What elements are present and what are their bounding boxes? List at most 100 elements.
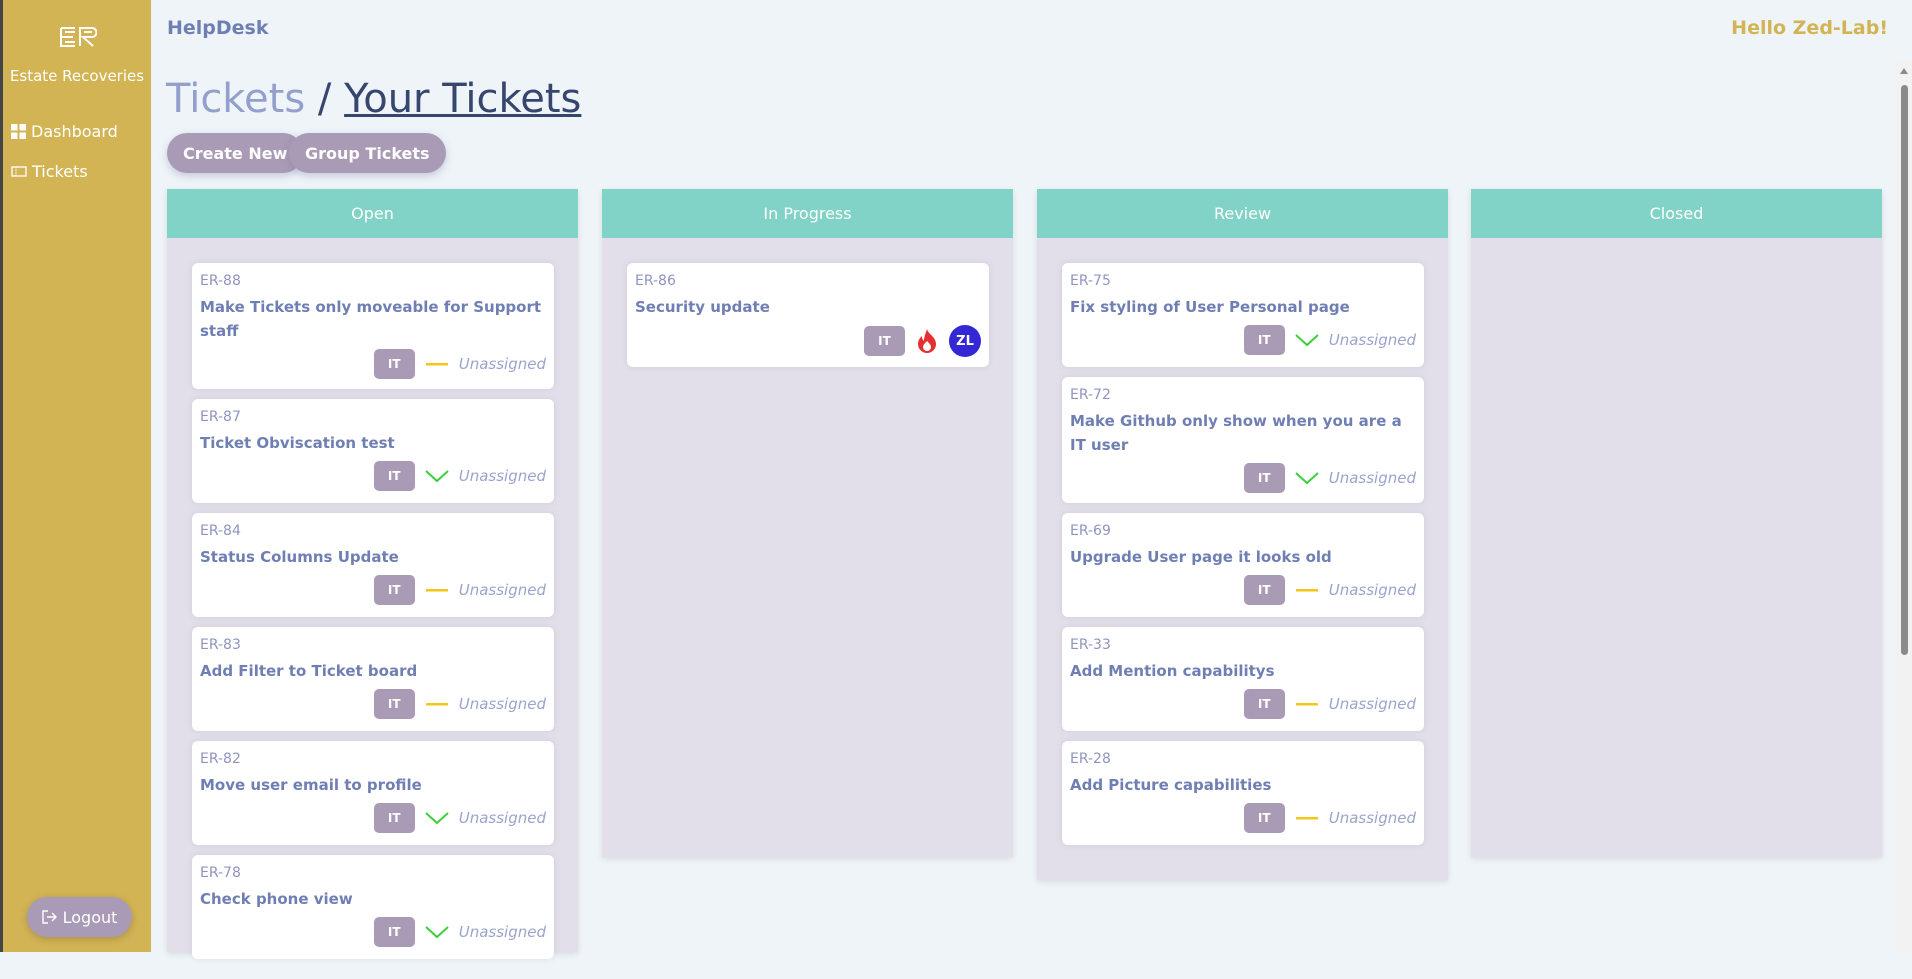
ticket-tag: IT — [373, 575, 415, 605]
priority-medium-icon — [1295, 703, 1318, 706]
column-in-progress: In Progress ER-86 Security update IT ZL — [602, 189, 1013, 857]
assignee-avatar[interactable]: ZL — [949, 325, 981, 357]
logout-button[interactable]: Logout — [27, 897, 132, 937]
sidebar-item-label: Dashboard — [31, 122, 118, 141]
ticket-tag: IT — [1243, 689, 1285, 719]
ticket-id: ER-69 — [1070, 523, 1111, 539]
assignee: Unassigned — [1328, 581, 1416, 599]
scrollbar[interactable] — [1896, 60, 1912, 952]
ticket-id: ER-88 — [200, 273, 241, 289]
sidebar-item-tickets[interactable]: Tickets — [11, 162, 88, 181]
ticket-card[interactable]: ER-88 Make Tickets only moveable for Supp… — [192, 263, 554, 389]
ticket-id: ER-75 — [1070, 273, 1111, 289]
priority-medium-icon — [1295, 589, 1318, 592]
priority-medium-icon — [1295, 817, 1318, 820]
ticket-id: ER-78 — [200, 865, 241, 881]
column-header: Closed — [1471, 189, 1882, 238]
assignee: Unassigned — [458, 695, 546, 713]
ticket-title: Move user email to profile — [200, 776, 422, 794]
priority-indicator — [425, 806, 449, 830]
ticket-card[interactable]: ER-75 Fix styling of User Personal page IT… — [1062, 263, 1424, 367]
assignee: Unassigned — [1328, 695, 1416, 713]
priority-indicator — [1295, 466, 1319, 490]
logout-label: Logout — [62, 907, 118, 927]
scroll-up-icon[interactable] — [1900, 68, 1908, 74]
priority-low-icon — [425, 470, 449, 483]
priority-indicator — [1295, 806, 1319, 830]
ticket-tag: IT — [373, 917, 415, 947]
ticket-tag: IT — [1243, 463, 1285, 493]
priority-medium-icon — [425, 703, 448, 706]
breadcrumb-separator: / — [317, 76, 332, 122]
sidebar: Estate Recoveries Dashboard Tickets Logo… — [0, 0, 151, 952]
priority-indicator — [425, 692, 449, 716]
priority-indicator — [1295, 578, 1319, 602]
assignee: Unassigned — [458, 923, 546, 941]
ticket-title: Add Filter to Ticket board — [200, 662, 418, 680]
priority-indicator — [425, 578, 449, 602]
ticket-tag: IT — [1243, 325, 1285, 355]
ticket-id: ER-83 — [200, 637, 241, 653]
priority-low-icon — [425, 926, 449, 939]
column-header: In Progress — [602, 189, 1013, 238]
priority-low-icon — [425, 812, 449, 825]
greeting: Hello Zed-Lab! — [1731, 17, 1888, 39]
ticket-title: Check phone view — [200, 890, 353, 908]
ticket-card[interactable]: ER-83 Add Filter to Ticket board IT Unassig… — [192, 627, 554, 731]
ticket-tag: IT — [373, 461, 415, 491]
breadcrumb-parent[interactable]: Tickets — [166, 76, 306, 122]
priority-indicator — [1295, 328, 1319, 352]
column-closed: Closed — [1471, 189, 1882, 857]
er-logo — [60, 27, 97, 47]
ticket-title: Make Github only show when you are a IT … — [1070, 412, 1402, 454]
group-tickets-button[interactable]: Group Tickets — [289, 133, 446, 173]
ticket-id: ER-33 — [1070, 637, 1111, 653]
ticket-card[interactable]: ER-78 Check phone view IT Unassigned — [192, 855, 554, 959]
ticket-card[interactable]: ER-72 Make Github only show when you are … — [1062, 377, 1424, 503]
priority-indicator — [425, 352, 449, 376]
breadcrumb-current[interactable]: Your Tickets — [344, 76, 582, 122]
ticket-tag: IT — [864, 326, 905, 356]
ticket-card[interactable]: ER-33 Add Mention capabilitys IT Unassigned — [1062, 627, 1424, 731]
create-new-button[interactable]: Create New — [167, 133, 304, 173]
sidebar-item-dashboard[interactable]: Dashboard — [11, 122, 118, 141]
assignee: Unassigned — [458, 809, 546, 827]
ticket-title: Security update — [635, 298, 770, 316]
scrollbar-thumb[interactable] — [1901, 85, 1908, 655]
breadcrumb: Tickets / Your Tickets — [166, 76, 581, 122]
priority-high-flame-icon — [918, 329, 936, 353]
ticket-card[interactable]: ER-82 Move user email to profile IT Unassig… — [192, 741, 554, 845]
ticket-card[interactable]: ER-86 Security update IT ZL — [627, 263, 989, 367]
ticket-title: Upgrade User page it looks old — [1070, 548, 1332, 566]
ticket-id: ER-84 — [200, 523, 241, 539]
brand-name: Estate Recoveries — [9, 67, 145, 85]
ticket-title: Fix styling of User Personal page — [1070, 298, 1350, 316]
ticket-tag: IT — [373, 689, 415, 719]
priority-indicator — [915, 329, 939, 353]
ticket-card[interactable]: ER-69 Upgrade User page it looks old IT Una… — [1062, 513, 1424, 617]
ticket-title: Status Columns Update — [200, 548, 399, 566]
priority-indicator — [425, 920, 449, 944]
assignee: Unassigned — [1328, 469, 1416, 487]
priority-medium-icon — [425, 589, 448, 592]
ticket-title: Add Picture capabilities — [1070, 776, 1272, 794]
assignee: Unassigned — [1328, 331, 1416, 349]
ticket-card[interactable]: ER-28 Add Picture capabilities IT Unassigne… — [1062, 741, 1424, 845]
app-name[interactable]: HelpDesk — [167, 17, 269, 39]
ticket-title: Add Mention capabilitys — [1070, 662, 1275, 680]
ticket-title: Ticket Obviscation test — [200, 434, 395, 452]
ticket-card[interactable]: ER-84 Status Columns Update IT Unassigned — [192, 513, 554, 617]
ticket-id: ER-82 — [200, 751, 241, 767]
priority-low-icon — [1295, 334, 1319, 347]
priority-medium-icon — [425, 363, 448, 366]
ticket-tag: IT — [373, 349, 415, 379]
logout-icon — [41, 910, 57, 924]
ticket-icon — [11, 166, 27, 177]
priority-low-icon — [1295, 472, 1319, 485]
ticket-id: ER-28 — [1070, 751, 1111, 767]
sidebar-item-label: Tickets — [32, 162, 88, 181]
ticket-title: Make Tickets only moveable for Support s… — [200, 298, 542, 340]
ticket-id: ER-87 — [200, 409, 241, 425]
ticket-id: ER-86 — [635, 273, 676, 289]
ticket-card[interactable]: ER-87 Ticket Obviscation test IT Unassigned — [192, 399, 554, 503]
